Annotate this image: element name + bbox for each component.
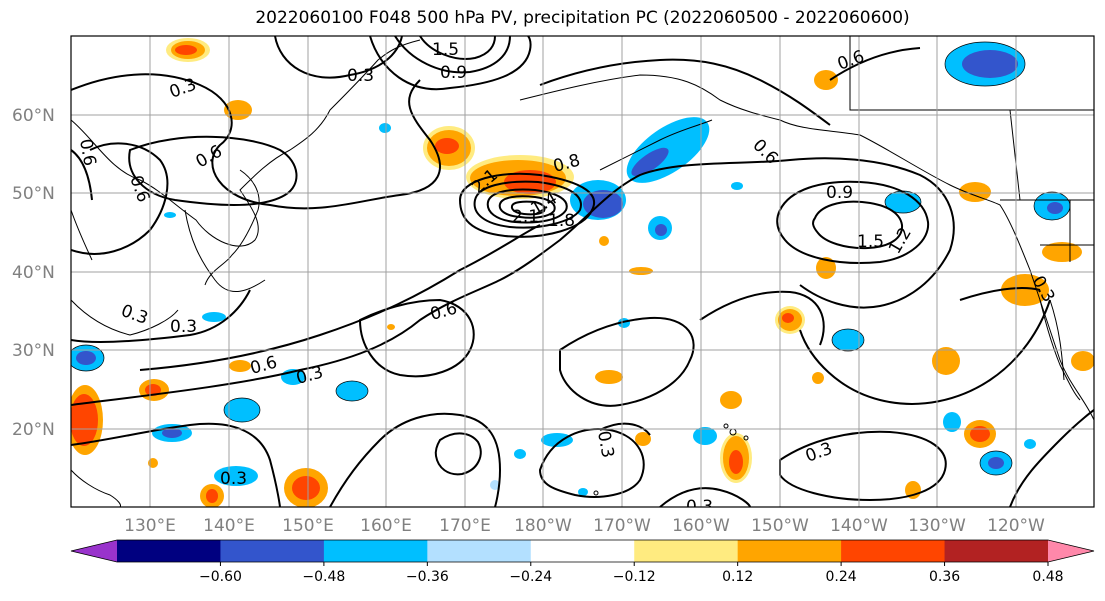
- colorbar-tick-label: 0.12: [722, 569, 753, 585]
- colorbar-swatch: [220, 540, 325, 562]
- lon-labels: 130°E 140°E 150°E 160°E 170°E 180°W 170°…: [124, 516, 1045, 536]
- contour-label: 1.8: [548, 211, 575, 231]
- colorbar-swatch: [427, 540, 532, 562]
- colorbar-tick-label: 0.24: [826, 569, 857, 585]
- colorbar-swatch: [944, 540, 1049, 562]
- map-title: 2022060100 F048 500 hPa PV, precipitatio…: [255, 8, 910, 28]
- precip-negative-shading: [71, 42, 1070, 496]
- lon-label: 140°E: [203, 516, 255, 536]
- lon-label: 140°W: [830, 516, 888, 536]
- colorbar-extend-min: [71, 540, 117, 562]
- lon-label: 170°W: [593, 516, 651, 536]
- graticule: [71, 36, 1094, 507]
- colorbar-swatch: [841, 540, 946, 562]
- lon-label: 120°W: [987, 516, 1045, 536]
- contour-label: 1.5: [432, 40, 459, 60]
- colorbar-swatch: [117, 540, 221, 562]
- lat-label: 30°N: [12, 341, 55, 361]
- contour-label: 0.3: [593, 429, 617, 459]
- colorbar-swatch: [530, 540, 635, 562]
- pv-contours: [71, 36, 1094, 507]
- contour-label: 0.3: [220, 469, 247, 489]
- colorbar-tick-label: −0.24: [509, 569, 552, 585]
- precip-positive-shading: [71, 38, 1094, 507]
- colorbar-swatch: [323, 540, 428, 562]
- lon-label: 160°E: [360, 516, 412, 536]
- colorbar-extend-max: [1048, 540, 1094, 562]
- lat-label: 60°N: [12, 106, 55, 126]
- lat-labels: 60°N 50°N 40°N 30°N 20°N: [12, 106, 55, 440]
- colorbar-tick-label: −0.60: [199, 569, 242, 585]
- colorbar: −0.60 −0.48 −0.36 −0.24 −0.12 0.12 0.24 0.36 0.4…: [70, 539, 1095, 585]
- map-content: 0.3 1.5 0.9 0.3 0.6 0.6 0.6 0.8 2.1 1.4 …: [71, 36, 1094, 517]
- colorbar-swatch: [737, 540, 842, 562]
- lat-label: 40°N: [12, 263, 55, 283]
- lon-label: 150°E: [282, 516, 334, 536]
- colorbar-tick-label: 0.36: [929, 569, 960, 585]
- contour-label: 0.3: [686, 497, 713, 517]
- lon-label: 130°W: [908, 516, 966, 536]
- map-frame: [70, 35, 1095, 508]
- lon-label: 180°W: [514, 516, 572, 536]
- contour-label: 0.3: [170, 317, 197, 337]
- lat-label: 20°N: [12, 420, 55, 440]
- lat-label: 50°N: [12, 184, 55, 204]
- colorbar-tick-label: −0.36: [406, 569, 449, 585]
- contour-label: 0.3: [347, 66, 374, 86]
- colorbar-swatch: [634, 540, 739, 562]
- colorbar-tick-label: 0.48: [1032, 569, 1063, 585]
- colorbar-tick-label: −0.48: [302, 569, 345, 585]
- colorbar-tick-label: −0.12: [613, 569, 656, 585]
- contour-label: 0.9: [440, 63, 467, 83]
- contour-label: 1.5: [857, 232, 884, 252]
- lon-label: 150°W: [751, 516, 809, 536]
- lon-label: 160°W: [672, 516, 730, 536]
- contour-label: 2.1: [512, 207, 539, 227]
- precip-outlines: [71, 41, 1071, 476]
- contour-label: 0.9: [826, 183, 853, 203]
- contour-label: 0.6: [75, 137, 99, 167]
- lon-label: 130°E: [124, 516, 176, 536]
- coastlines: [71, 36, 1094, 507]
- lon-label: 170°E: [439, 516, 491, 536]
